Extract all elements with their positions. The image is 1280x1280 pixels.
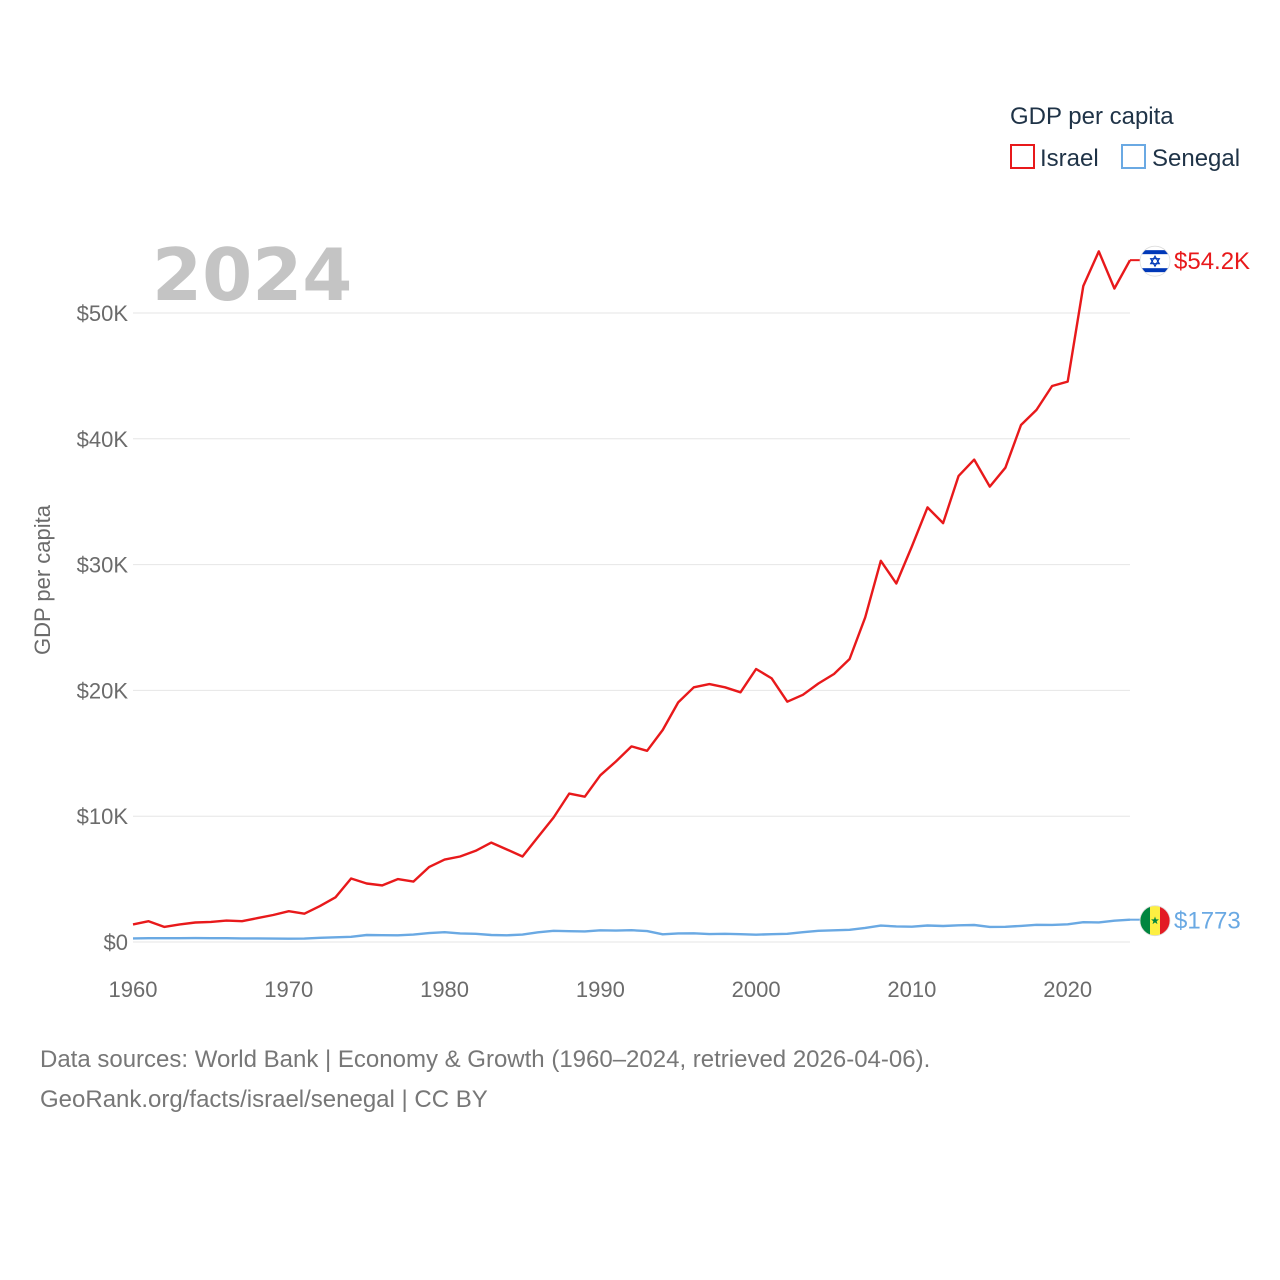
footer-source: Data sources: World Bank | Economy & Gro… bbox=[40, 1046, 931, 1073]
x-axis-ticks: 1960 1970 1980 1990 2000 2010 2020 bbox=[109, 977, 1093, 1002]
y-tick-label: $0 bbox=[104, 930, 128, 955]
y-axis-title: GDP per capita bbox=[30, 504, 55, 655]
series-end-labels: $54.2K $1773 bbox=[1130, 245, 1250, 937]
legend-item-israel[interactable]: Israel bbox=[1010, 144, 1099, 172]
y-tick-label: $50K bbox=[77, 301, 129, 326]
y-tick-label: $30K bbox=[77, 553, 129, 578]
x-tick-label: 2000 bbox=[732, 977, 781, 1002]
x-tick-label: 1960 bbox=[109, 977, 158, 1002]
legend-swatch-israel bbox=[1010, 144, 1035, 169]
legend-label-israel: Israel bbox=[1040, 145, 1099, 172]
x-tick-label: 2020 bbox=[1043, 977, 1092, 1002]
legend: GDP per capita Israel Senegal bbox=[1010, 103, 1240, 172]
series-line-senegal bbox=[132, 918, 1131, 940]
y-tick-label: $40K bbox=[77, 427, 129, 452]
x-tick-label: 1970 bbox=[264, 977, 313, 1002]
legend-swatch-senegal bbox=[1121, 144, 1146, 169]
y-axis-ticks: $0 $10K $20K $30K $40K $50K bbox=[77, 301, 129, 955]
series-lines bbox=[132, 250, 1132, 940]
senegal-flag-icon bbox=[1139, 905, 1171, 937]
y-tick-label: $10K bbox=[77, 804, 129, 829]
series-line-israel bbox=[132, 250, 1132, 929]
y-tick-label: $20K bbox=[77, 678, 129, 703]
legend-item-senegal[interactable]: Senegal bbox=[1121, 144, 1240, 172]
legend-label-senegal: Senegal bbox=[1152, 145, 1240, 172]
x-tick-label: 1990 bbox=[576, 977, 625, 1002]
end-value-label-israel: $54.2K bbox=[1174, 248, 1250, 275]
end-value-label-senegal: $1773 bbox=[1174, 908, 1241, 935]
legend-title: GDP per capita bbox=[1010, 103, 1174, 130]
israel-flag-icon bbox=[1139, 245, 1171, 277]
x-tick-label: 2010 bbox=[887, 977, 936, 1002]
footer-credit: GeoRank.org/facts/israel/senegal | CC BY bbox=[40, 1086, 488, 1113]
year-label: 2024 bbox=[152, 233, 352, 317]
grid-lines bbox=[133, 312, 1130, 943]
x-tick-label: 1980 bbox=[420, 977, 469, 1002]
